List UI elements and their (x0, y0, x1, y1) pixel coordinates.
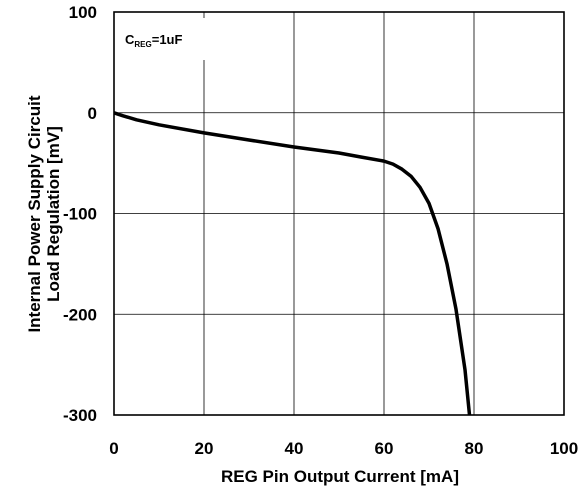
plot-frame (113, 11, 565, 416)
y-axis-title-line-1: Internal Power Supply Circuit (25, 95, 44, 332)
y-axis-title-line-2: Load Regulation [mV] (44, 126, 63, 302)
x-axis-title: REG Pin Output Current [mA] (221, 467, 459, 486)
annotation-sub: REG (134, 40, 151, 49)
y-tick-labels: 100 0 -100 -200 -300 (63, 3, 97, 425)
grid (114, 12, 564, 415)
y-tick-label: -300 (63, 406, 97, 425)
series-line (113, 111, 472, 416)
annotation-rest: =1uF (152, 32, 183, 47)
x-tick-label: 40 (285, 439, 304, 458)
x-tick-label: 0 (109, 439, 118, 458)
x-tick-label: 20 (195, 439, 214, 458)
y-tick-label: 0 (88, 104, 97, 123)
y-axis-title: Internal Power Supply Circuit Load Regul… (25, 95, 63, 332)
annotation-main: C (125, 32, 135, 47)
y-tick-label: -100 (63, 205, 97, 224)
annotation-box: CREG=1uF (119, 18, 205, 60)
y-tick-label: -200 (63, 305, 97, 324)
x-tick-label: 100 (550, 439, 578, 458)
x-tick-label: 80 (465, 439, 484, 458)
annotation-text: CREG=1uF (125, 32, 182, 49)
x-tick-labels: 0 20 40 60 80 100 (109, 439, 578, 458)
y-tick-label: 100 (69, 3, 97, 22)
x-tick-label: 60 (375, 439, 394, 458)
